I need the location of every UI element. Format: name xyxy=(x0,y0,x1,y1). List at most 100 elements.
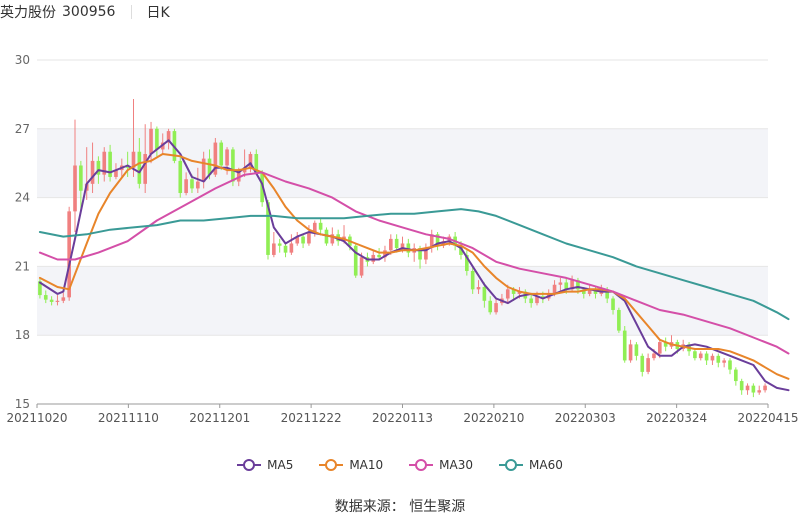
candle-body xyxy=(377,254,381,258)
ma30-line xyxy=(38,171,790,355)
legend-item-ma60[interactable]: MA60 xyxy=(499,458,563,472)
candle-body xyxy=(581,289,586,294)
candle-body xyxy=(541,296,545,299)
candle-body xyxy=(49,299,54,302)
candle-body xyxy=(277,243,282,246)
candle-body xyxy=(517,291,522,294)
candle-body xyxy=(722,360,726,363)
candle-body xyxy=(324,229,329,244)
candle-body xyxy=(634,344,639,356)
candle-body xyxy=(605,289,609,299)
candle-body xyxy=(704,353,709,361)
candle-body xyxy=(693,351,697,359)
candle-body xyxy=(312,222,317,232)
candle-body xyxy=(43,295,48,300)
legend-ma60-icon xyxy=(499,459,524,471)
candle-body xyxy=(587,289,592,294)
candle-body xyxy=(465,254,469,271)
candle-body xyxy=(79,165,83,191)
candle-body xyxy=(505,289,510,299)
candle-body xyxy=(657,342,662,354)
grid-band xyxy=(37,128,768,198)
x-tick-label: 20220415 xyxy=(737,411,798,425)
candle-body xyxy=(90,160,95,184)
ma5-line xyxy=(38,139,790,392)
candle-body xyxy=(617,309,621,331)
candle-body xyxy=(646,358,650,372)
x-tick-label: 20220324 xyxy=(646,411,707,425)
candle-body xyxy=(435,234,440,246)
legend-ma10-icon xyxy=(319,459,344,471)
candle-body xyxy=(318,222,323,230)
y-tick-label: 18 xyxy=(15,328,30,342)
candle-body xyxy=(710,355,715,361)
x-tick-label: 20220113 xyxy=(372,411,433,425)
candle-body xyxy=(400,243,405,249)
candle-body xyxy=(406,243,411,253)
candle-body xyxy=(73,165,77,212)
candle-body xyxy=(295,236,300,244)
legend-item-ma30[interactable]: MA30 xyxy=(409,458,473,472)
x-tick-label: 20211201 xyxy=(189,411,250,425)
y-tick-label: 24 xyxy=(15,191,30,205)
candle-body xyxy=(38,281,42,296)
candle-body xyxy=(155,128,159,150)
candle-body xyxy=(388,238,393,251)
candle-body xyxy=(102,151,107,175)
candle-body xyxy=(201,158,206,182)
candle-body xyxy=(494,303,498,313)
candle-body xyxy=(383,250,387,258)
candle-body xyxy=(231,149,235,182)
candle-body xyxy=(207,158,212,175)
candle-body xyxy=(242,167,247,173)
x-tick-label: 20220303 xyxy=(555,411,616,425)
legend: MA5 MA10 MA30 MA60 xyxy=(0,458,800,472)
candle-body xyxy=(219,142,224,166)
candle-body xyxy=(763,385,767,391)
candle-body xyxy=(55,300,60,302)
candle-body xyxy=(652,353,656,359)
chart-header: 英力股份 300956 日K xyxy=(0,2,170,22)
candle-body xyxy=(166,131,171,143)
candle-body xyxy=(371,254,376,262)
grid-band xyxy=(37,266,768,336)
candle-body xyxy=(266,202,270,255)
candle-body xyxy=(739,381,744,391)
candle-body xyxy=(301,236,305,244)
candle-body xyxy=(149,128,153,155)
legend-item-ma5[interactable]: MA5 xyxy=(237,458,293,472)
candle-body xyxy=(184,179,188,194)
y-tick-label: 27 xyxy=(15,122,30,136)
x-tick-label: 20211020 xyxy=(6,411,67,425)
candle-body xyxy=(131,151,136,168)
candle-body xyxy=(734,369,738,382)
candle-body xyxy=(441,241,446,246)
period-label[interactable]: 日K xyxy=(146,5,170,21)
y-tick-label: 21 xyxy=(15,259,30,273)
legend-item-ma10[interactable]: MA10 xyxy=(319,458,383,472)
candle-body xyxy=(751,385,756,393)
candle-body xyxy=(114,170,118,177)
candle-body xyxy=(283,245,288,253)
candle-body xyxy=(552,284,557,294)
candle-body xyxy=(663,342,668,347)
candle-body xyxy=(757,390,762,393)
candle-body xyxy=(611,298,615,310)
legend-ma10-label: MA10 xyxy=(349,458,384,472)
legend-ma60-label: MA60 xyxy=(529,458,563,472)
candle-body xyxy=(628,344,633,361)
candle-body xyxy=(470,270,475,290)
candle-body xyxy=(190,179,194,189)
candle-body xyxy=(137,151,142,184)
legend-ma5-label: MA5 xyxy=(267,458,294,472)
legend-ma5-icon xyxy=(237,459,262,471)
candle-body xyxy=(96,160,101,175)
candle-body xyxy=(353,245,358,276)
ma10-line xyxy=(38,153,790,380)
x-tick-label: 20220210 xyxy=(463,411,524,425)
candle-body xyxy=(424,248,428,260)
y-tick-label: 30 xyxy=(15,53,30,67)
candle-body xyxy=(535,296,539,304)
candle-body xyxy=(745,385,750,391)
candle-body xyxy=(67,211,71,298)
